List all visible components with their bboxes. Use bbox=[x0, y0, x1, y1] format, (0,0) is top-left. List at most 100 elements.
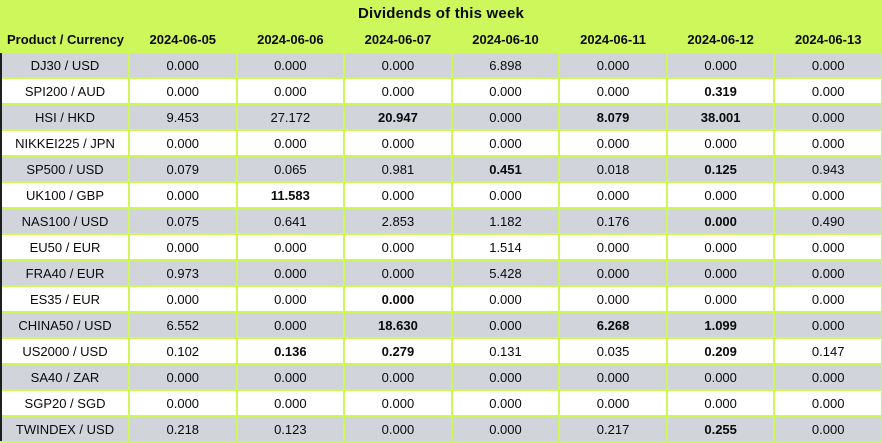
dividend-value-cell: 0.000 bbox=[775, 235, 881, 259]
dividend-value-cell: 0.279 bbox=[345, 339, 451, 363]
dividend-value-cell: 0.000 bbox=[667, 209, 774, 233]
dividend-value-cell: 0.000 bbox=[560, 287, 666, 311]
dividend-value-cell: 8.079 bbox=[560, 105, 666, 129]
dividend-value-cell: 0.000 bbox=[237, 261, 344, 285]
dividend-value-cell: 0.035 bbox=[560, 339, 666, 363]
product-cell: ES35 / EUR bbox=[2, 287, 128, 311]
table-row: HSI / HKD 9.453 27.172 20.947 0.000 8.079 38.0… bbox=[2, 105, 881, 129]
dividend-value-cell: 0.000 bbox=[560, 365, 666, 389]
date-header: 2024-06-07 bbox=[364, 31, 432, 47]
dividend-value-cell: 0.000 bbox=[667, 183, 774, 207]
product-cell: SP500 / USD bbox=[2, 157, 128, 181]
dividend-value-cell: 0.000 bbox=[452, 79, 559, 103]
dividend-value-cell: 18.630 bbox=[345, 313, 451, 337]
table-row: UK100 / GBP 0.000 11.583 0.000 0.000 0.000 0.0… bbox=[2, 183, 881, 207]
dividend-value-cell: 0.451 bbox=[452, 157, 559, 181]
dividend-value-cell: 38.001 bbox=[667, 105, 774, 129]
dividend-value-cell: 0.000 bbox=[237, 235, 344, 259]
dividend-value-cell: 1.099 bbox=[667, 313, 774, 337]
date-header: 2024-06-10 bbox=[472, 31, 539, 47]
table-row: CHINA50 / USD 6.552 0.000 18.630 0.000 6.268 1… bbox=[2, 313, 881, 337]
date-header: 2024-06-05 bbox=[149, 31, 217, 47]
product-cell: UK100 / GBP bbox=[2, 183, 128, 207]
dividend-value-cell: 0.000 bbox=[345, 287, 451, 311]
date-header: 2024-06-13 bbox=[794, 31, 862, 47]
date-header: 2024-06-06 bbox=[257, 31, 324, 47]
dividend-value-cell: 5.428 bbox=[452, 261, 559, 285]
dividend-value-cell: 0.490 bbox=[775, 209, 881, 233]
header-row: Product / Currency 2024-06-05 2024-06-06 2… bbox=[0, 27, 882, 51]
dividend-value-cell: 0.000 bbox=[667, 287, 774, 311]
dividend-value-cell: 0.000 bbox=[667, 261, 774, 285]
dividend-value-cell: 0.000 bbox=[667, 53, 774, 77]
dividend-value-cell: 0.319 bbox=[667, 79, 774, 103]
product-cell: SGP20 / SGD bbox=[2, 391, 128, 415]
dividend-value-cell: 0.000 bbox=[345, 391, 451, 415]
dividend-value-cell: 0.000 bbox=[345, 417, 451, 441]
dividend-value-cell: 6.268 bbox=[560, 313, 666, 337]
table-row: SP500 / USD 0.079 0.065 0.981 0.451 0.018 0.12… bbox=[2, 157, 881, 181]
dividend-value-cell: 0.000 bbox=[345, 261, 451, 285]
product-cell: US2000 / USD bbox=[2, 339, 128, 363]
dividend-value-cell: 0.000 bbox=[452, 287, 559, 311]
dividend-value-cell: 0.000 bbox=[130, 131, 236, 155]
dividend-value-cell: 0.000 bbox=[452, 183, 559, 207]
dividend-value-cell: 0.000 bbox=[775, 79, 881, 103]
table-row: ES35 / EUR 0.000 0.000 0.000 0.000 0.000 0.000… bbox=[2, 287, 881, 311]
dividend-value-cell: 0.000 bbox=[667, 235, 774, 259]
dividend-value-cell: 0.000 bbox=[237, 79, 344, 103]
dividend-value-cell: 0.079 bbox=[130, 157, 236, 181]
product-cell: HSI / HKD bbox=[2, 105, 128, 129]
table-row: NAS100 / USD 0.075 0.641 2.853 1.182 0.176 0.0… bbox=[2, 209, 881, 233]
product-cell: NAS100 / USD bbox=[2, 209, 128, 233]
dividend-value-cell: 0.000 bbox=[237, 313, 344, 337]
dividend-value-cell: 0.000 bbox=[775, 261, 881, 285]
dividend-value-cell: 0.000 bbox=[130, 183, 236, 207]
dividend-value-cell: 0.000 bbox=[560, 235, 666, 259]
product-cell: CHINA50 / USD bbox=[2, 313, 128, 337]
table-row: DJ30 / USD 0.000 0.000 0.000 6.898 0.000 0.000… bbox=[2, 53, 881, 77]
dividend-value-cell: 0.000 bbox=[345, 235, 451, 259]
dividend-value-cell: 0.000 bbox=[452, 313, 559, 337]
dividend-value-cell: 1.514 bbox=[452, 235, 559, 259]
dividend-value-cell: 0.943 bbox=[775, 157, 881, 181]
dividend-value-cell: 0.000 bbox=[452, 105, 559, 129]
dividend-value-cell: 0.000 bbox=[560, 261, 666, 285]
dividend-value-cell: 0.000 bbox=[775, 105, 881, 129]
dividend-value-cell: 0.000 bbox=[345, 365, 451, 389]
date-header: 2024-06-12 bbox=[687, 31, 754, 47]
dividend-value-cell: 0.131 bbox=[452, 339, 559, 363]
dividend-value-cell: 0.000 bbox=[130, 391, 236, 415]
dividend-value-cell: 0.641 bbox=[237, 209, 344, 233]
table-row: FRA40 / EUR 0.973 0.000 0.000 5.428 0.000 0.00… bbox=[2, 261, 881, 285]
dividend-value-cell: 0.000 bbox=[237, 365, 344, 389]
product-cell: NIKKEI225 / JPN bbox=[2, 131, 128, 155]
dividend-value-cell: 0.000 bbox=[560, 183, 666, 207]
table-row: SGP20 / SGD 0.000 0.000 0.000 0.000 0.000 0.00… bbox=[2, 391, 881, 415]
dividend-value-cell: 0.000 bbox=[775, 313, 881, 337]
dividend-value-cell: 0.102 bbox=[130, 339, 236, 363]
dividend-value-cell: 0.000 bbox=[667, 131, 774, 155]
dividend-value-cell: 0.136 bbox=[237, 339, 344, 363]
dividend-value-cell: 0.217 bbox=[560, 417, 666, 441]
date-header: 2024-06-11 bbox=[580, 31, 646, 47]
dividend-value-cell: 20.947 bbox=[345, 105, 451, 129]
dividend-value-cell: 0.000 bbox=[452, 417, 559, 441]
dividend-value-cell: 0.981 bbox=[345, 157, 451, 181]
dividend-value-cell: 0.218 bbox=[130, 417, 236, 441]
dividend-value-cell: 0.018 bbox=[560, 157, 666, 181]
dividend-value-cell: 0.000 bbox=[452, 391, 559, 415]
dividend-value-cell: 27.172 bbox=[237, 105, 344, 129]
dividend-value-cell: 0.000 bbox=[775, 417, 881, 441]
dividend-value-cell: 0.000 bbox=[775, 287, 881, 311]
dividend-value-cell: 0.000 bbox=[452, 365, 559, 389]
dividend-value-cell: 0.000 bbox=[560, 79, 666, 103]
dividend-value-cell: 0.973 bbox=[130, 261, 236, 285]
table-row: EU50 / EUR 0.000 0.000 0.000 1.514 0.000 0.000… bbox=[2, 235, 881, 259]
dividend-value-cell: 0.000 bbox=[237, 131, 344, 155]
dividend-value-cell: 0.125 bbox=[667, 157, 774, 181]
dividend-value-cell: 0.000 bbox=[775, 391, 881, 415]
dividend-value-cell: 0.000 bbox=[775, 365, 881, 389]
dividend-value-cell: 2.853 bbox=[345, 209, 451, 233]
